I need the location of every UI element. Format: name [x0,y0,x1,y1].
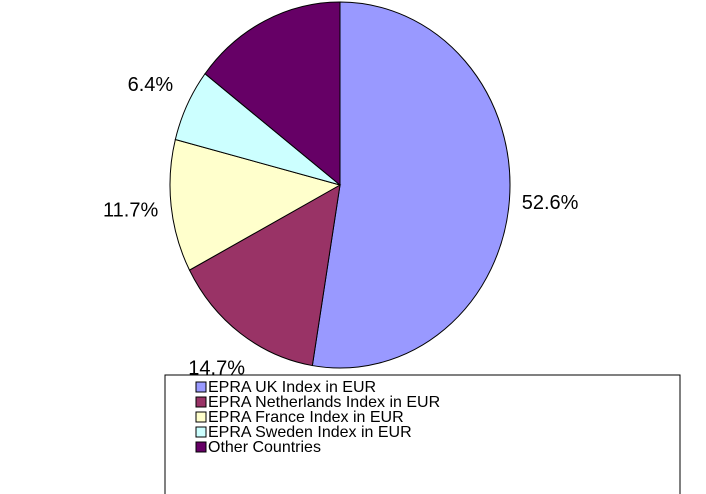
pie-slice [169,138,342,271]
legend-box [164,374,681,494]
data-label: 11.7% [103,200,158,222]
legend-swatch [195,426,207,438]
data-label: 14.7% [188,357,245,379]
legend-label: EPRA UK Index in EUR [208,379,376,396]
pie-slice [311,1,511,369]
pie-slice [188,184,341,367]
legend-label: EPRA Sweden Index in EUR [208,424,412,441]
legend-swatch [195,411,207,423]
legend-label: EPRA Netherlands Index in EUR [208,394,440,411]
legend-label: EPRA France Index in EUR [208,409,404,426]
data-label: 52.6% [522,192,579,214]
legend-label: Other Countries [208,439,321,456]
pie-slice [204,1,341,187]
data-label: 6.4% [128,74,174,96]
legend-swatch [195,441,207,453]
legend-swatch [195,381,207,393]
legend-swatch [195,396,207,408]
